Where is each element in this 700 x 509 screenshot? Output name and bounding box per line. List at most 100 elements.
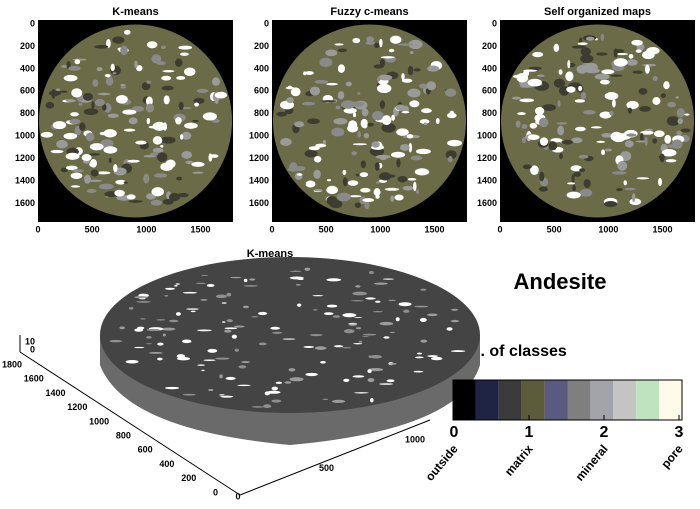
texture-blob <box>53 121 66 129</box>
texture-blob <box>196 283 206 284</box>
texture-blob <box>578 42 588 45</box>
texture-blob <box>241 361 250 363</box>
x-tick-label: 500 <box>319 463 334 473</box>
texture-blob <box>353 113 356 118</box>
texture-blob <box>321 100 336 102</box>
x-tick-label: 1500 <box>190 224 210 234</box>
texture-blob <box>176 312 181 316</box>
texture-blob <box>609 111 613 116</box>
panel-title: Fuzzy c-means <box>330 6 408 18</box>
texture-blob <box>528 79 542 87</box>
texture-blob <box>559 153 563 159</box>
texture-blob <box>60 91 68 93</box>
texture-blob <box>197 364 205 366</box>
texture-blob <box>629 198 641 205</box>
texture-blob <box>636 49 642 53</box>
y-tick-label: 1000 <box>89 416 109 426</box>
texture-blob <box>631 40 643 46</box>
texture-blob <box>157 343 163 346</box>
y-tick-label: 1400 <box>15 175 35 185</box>
texture-blob <box>219 395 223 396</box>
texture-blob <box>436 118 440 124</box>
texture-blob <box>208 390 213 391</box>
texture-blob <box>83 93 93 101</box>
texture-blob <box>160 163 173 171</box>
texture-blob <box>601 34 604 41</box>
texture-blob <box>161 45 166 49</box>
texture-blob <box>632 193 635 202</box>
texture-blob <box>411 155 423 160</box>
texture-blob <box>383 278 394 279</box>
texture-blob <box>427 355 438 357</box>
texture-blob <box>375 162 380 171</box>
colorbar-swatch <box>499 380 522 420</box>
texture-blob <box>369 271 374 274</box>
texture-blob <box>373 64 383 68</box>
texture-blob <box>632 71 643 74</box>
texture-blob <box>362 198 374 202</box>
texture-blob <box>320 361 326 364</box>
texture-blob <box>289 377 303 381</box>
texture-blob <box>398 176 408 183</box>
texture-blob <box>307 118 320 124</box>
texture-blob <box>338 91 344 99</box>
y-tick-label: 1000 <box>249 131 269 141</box>
texture-blob <box>251 316 258 317</box>
texture-blob <box>361 160 366 168</box>
colorbar-swatch <box>590 380 613 420</box>
texture-blob <box>341 100 355 109</box>
texture-blob <box>639 88 648 95</box>
texture-blob <box>112 36 124 43</box>
y-tick-label: 600 <box>20 86 35 96</box>
texture-blob <box>376 181 380 183</box>
texture-blob <box>90 143 104 150</box>
texture-blob <box>519 99 534 103</box>
texture-blob <box>626 133 636 136</box>
texture-blob <box>548 141 557 150</box>
texture-blob <box>297 173 303 176</box>
x-tick-label: 0 <box>235 491 240 501</box>
texture-blob <box>64 75 78 81</box>
texture-blob <box>226 377 236 380</box>
texture-blob <box>304 268 310 271</box>
texture-blob <box>653 76 658 81</box>
texture-blob <box>89 180 102 182</box>
texture-blob <box>176 283 180 284</box>
texture-blob <box>162 86 174 91</box>
x-tick-label: 1500 <box>652 224 672 234</box>
texture-blob <box>624 180 627 185</box>
texture-blob <box>353 375 365 377</box>
figure: Andesite No. of classes K-means K-means0… <box>0 0 700 504</box>
texture-blob <box>333 118 347 124</box>
texture-blob <box>448 156 453 162</box>
texture-blob <box>51 150 64 153</box>
texture-blob <box>342 347 352 348</box>
texture-blob <box>216 295 227 299</box>
texture-blob <box>344 329 355 333</box>
texture-blob <box>143 174 149 184</box>
texture-blob <box>49 90 61 96</box>
texture-blob <box>192 120 199 122</box>
texture-blob <box>530 123 537 129</box>
texture-blob <box>227 319 233 322</box>
texture-blob <box>567 60 570 68</box>
texture-blob <box>226 293 231 297</box>
texture-blob <box>352 292 367 296</box>
y-tick-label: 1200 <box>477 153 497 163</box>
texture-blob <box>127 160 140 163</box>
texture-blob <box>356 174 359 177</box>
texture-blob <box>114 190 125 197</box>
texture-blob <box>56 89 60 91</box>
texture-blob <box>200 299 207 301</box>
y-tick-label: 1600 <box>477 198 497 208</box>
texture-blob <box>426 81 436 90</box>
texture-blob <box>357 92 360 95</box>
texture-blob <box>161 137 176 144</box>
texture-blob <box>91 101 94 109</box>
texture-blob <box>164 95 170 104</box>
y-tick-label: 600 <box>482 86 497 96</box>
texture-blob <box>577 65 588 74</box>
texture-blob <box>557 126 564 136</box>
surface-top <box>100 257 480 413</box>
texture-blob <box>354 392 369 393</box>
